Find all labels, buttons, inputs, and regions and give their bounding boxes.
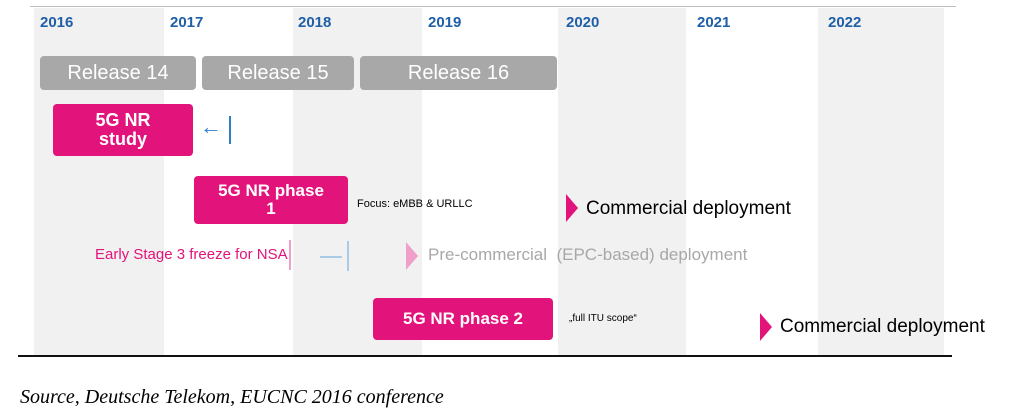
study-arrow-left-icon: ←: [200, 114, 222, 139]
nsa-freeze-text: Early Stage 3 freeze for NSA: [95, 246, 288, 263]
nr-study-line1: 5G NR: [95, 110, 151, 131]
phase1-focus-text: Focus: eMBB & URLLC: [357, 198, 473, 210]
nsa-start-bar: [289, 240, 291, 270]
release-16-bar: Release 16: [360, 56, 557, 90]
column-2020: [558, 8, 686, 355]
phase2-deployment-text: Commercial deployment: [780, 316, 985, 337]
bottom-rule: [18, 355, 952, 357]
precommercial-text: Pre-commercial (EPC-based) deployment: [428, 245, 748, 264]
source-caption: Source, Deutsche Telekom, EUCNC 2016 con…: [20, 386, 444, 408]
column-2022: [818, 8, 944, 355]
nr-phase2-box: 5G NR phase 2: [373, 298, 553, 340]
year-2017: 2017: [170, 14, 204, 31]
year-2018: 2018: [298, 14, 332, 31]
release-15-bar: Release 15: [202, 56, 354, 90]
year-2016: 2016: [40, 14, 74, 31]
nsa-end-bar: [347, 241, 349, 271]
year-2021: 2021: [697, 14, 731, 31]
year-2020: 2020: [566, 14, 600, 31]
nr-phase2-label: 5G NR phase 2: [403, 309, 523, 329]
year-2019: 2019: [428, 14, 462, 31]
phase2-deploy-marker-icon: [760, 313, 772, 341]
year-2022: 2022: [828, 14, 862, 31]
nr-phase1-line2: 1: [266, 199, 276, 218]
release-14-bar: Release 14: [40, 56, 196, 90]
nr-study-line2: study: [98, 129, 147, 149]
phase1-deploy-marker-icon: [566, 194, 578, 222]
nsa-dash-line: [320, 256, 342, 258]
nr-phase1-line1: 5G NR phase: [218, 181, 324, 201]
precommercial-marker-icon: [406, 242, 418, 270]
top-rule: [30, 6, 956, 7]
study-end-bar: [229, 116, 231, 144]
nr-study-box: 5G NR study: [53, 104, 193, 156]
nr-phase1-box: 5G NR phase 1: [194, 176, 348, 224]
phase2-scope-text: „full ITU scope“: [569, 313, 637, 324]
phase1-deployment-text: Commercial deployment: [586, 198, 791, 219]
